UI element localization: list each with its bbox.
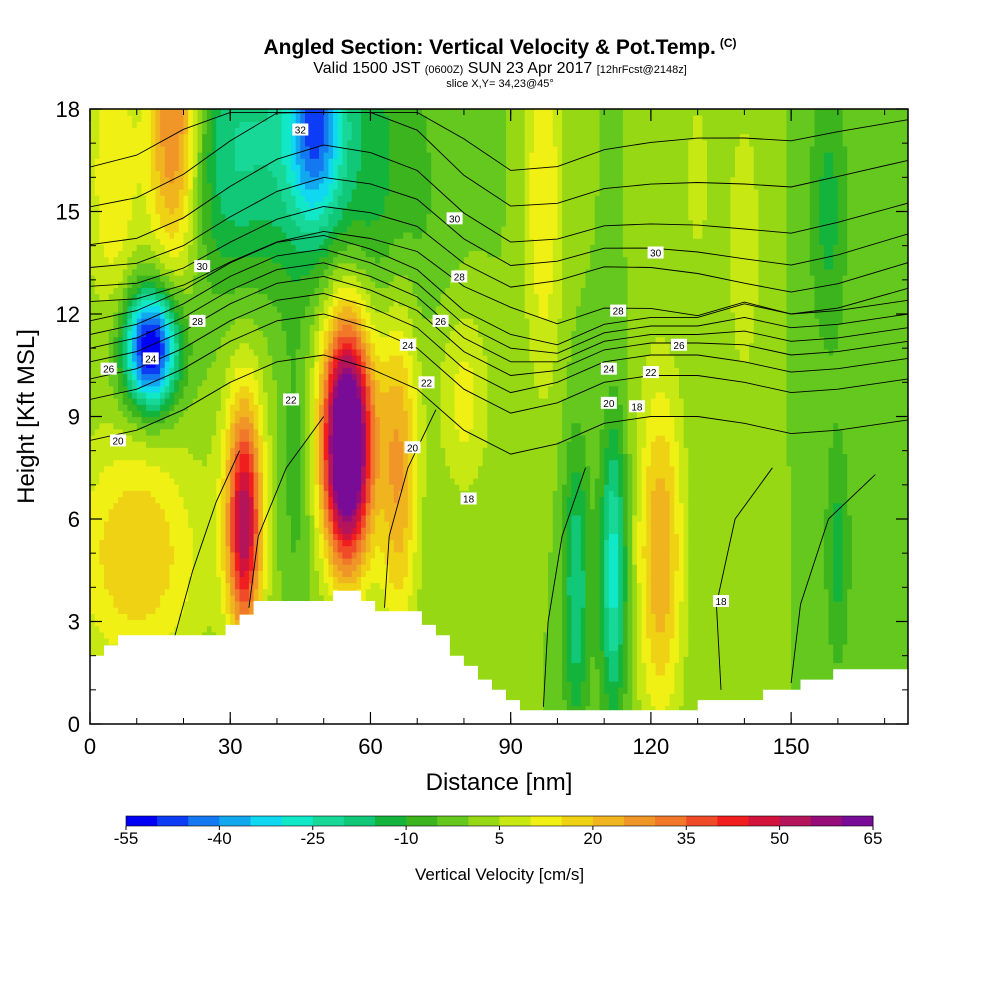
contour-label-text: 18 — [631, 402, 643, 413]
colorbar-swatch — [406, 816, 438, 826]
contour-label: 20 — [601, 397, 617, 410]
colorbar-swatch — [780, 816, 812, 826]
colorbar-label: -10 — [394, 829, 419, 848]
colorbar-swatch — [251, 816, 283, 826]
contour-label: 28 — [610, 305, 626, 318]
contour-label-text: 28 — [454, 272, 466, 283]
colorbar-label: -25 — [300, 829, 325, 848]
contour-label: 18 — [713, 595, 729, 608]
contour-label-text: 20 — [407, 443, 419, 454]
colorbar-label: -40 — [207, 829, 232, 848]
y-tick-label: 12 — [56, 302, 80, 327]
colorbar-swatch — [811, 816, 843, 826]
y-tick-label: 0 — [68, 712, 80, 737]
colorbar-swatch — [562, 816, 594, 826]
contour-label-text: 20 — [603, 399, 615, 410]
contour-label: 32 — [292, 124, 308, 137]
y-axis-title: Height [Kft MSL] — [13, 329, 40, 504]
contour-label-text: 24 — [402, 341, 414, 352]
contour-label: 26 — [671, 339, 687, 352]
y-tick-label: 18 — [56, 97, 80, 122]
contour-label-text: 30 — [650, 249, 662, 260]
y-tick-label: 9 — [68, 405, 80, 430]
contour-label: 22 — [643, 366, 659, 379]
x-tick-label: 150 — [773, 734, 810, 759]
x-tick-label: 60 — [358, 734, 382, 759]
y-tick-label: 3 — [68, 610, 80, 635]
contour-label-text: 26 — [435, 317, 447, 328]
colorbar-swatch — [717, 816, 749, 826]
contour-label-text: 22 — [285, 395, 297, 406]
contour-label-text: 20 — [112, 436, 124, 447]
colorbar-label: 35 — [677, 829, 696, 848]
contour-label: 24 — [143, 352, 159, 365]
contour-label: 28 — [190, 315, 206, 328]
colorbar-swatch — [468, 816, 500, 826]
contour-label-text: 24 — [145, 354, 157, 365]
velocity-field — [90, 103, 909, 725]
y-tick-label: 15 — [56, 200, 80, 225]
contour-label-text: 22 — [645, 368, 657, 379]
contour-label: 24 — [400, 339, 416, 352]
colorbar-swatch — [437, 816, 469, 826]
contour-label: 28 — [451, 270, 467, 283]
contour-label: 30 — [447, 212, 463, 225]
x-tick-label: 30 — [218, 734, 242, 759]
contour-label-text: 26 — [103, 365, 115, 376]
colorbar-swatch — [313, 816, 345, 826]
colorbar-swatch — [531, 816, 563, 826]
colorbar-swatch — [593, 816, 625, 826]
contour-label-text: 18 — [715, 597, 727, 608]
contour-label: 24 — [601, 363, 617, 376]
colorbar-label: -55 — [114, 829, 139, 848]
contour-label: 22 — [419, 376, 435, 389]
contour-label-text: 32 — [295, 126, 307, 137]
colorbar-swatch — [375, 816, 407, 826]
contour-label-text: 24 — [603, 365, 615, 376]
contour-label-text: 30 — [197, 262, 209, 273]
colorbar-swatch — [749, 816, 781, 826]
contour-label-text: 18 — [463, 495, 475, 506]
cross-section-plot: 32303030282828 262626242424222222 20202018… — [0, 0, 1000, 1000]
contour-label-text: 26 — [673, 341, 685, 352]
colorbar-swatch — [188, 816, 220, 826]
x-tick-label: 0 — [84, 734, 96, 759]
colorbar-swatch — [500, 816, 532, 826]
x-tick-label: 90 — [498, 734, 522, 759]
colorbar-label: 65 — [864, 829, 883, 848]
colorbar-swatch — [655, 816, 687, 826]
colorbar-label: 50 — [770, 829, 789, 848]
contour-label: 30 — [194, 260, 210, 273]
contour-label: 18 — [629, 400, 645, 413]
contour-label: 20 — [405, 441, 421, 454]
y-tick-label: 6 — [68, 507, 80, 532]
colorbar-swatch — [157, 816, 189, 826]
colorbar-label: 5 — [495, 829, 504, 848]
x-tick-label: 120 — [633, 734, 670, 759]
contour-label-text: 22 — [421, 378, 433, 389]
contour-label-text: 28 — [613, 307, 625, 318]
colorbar-swatch — [126, 816, 158, 826]
colorbar-swatch — [282, 816, 314, 826]
colorbar-swatch — [344, 816, 376, 826]
contour-label: 26 — [101, 363, 117, 376]
contour-label: 18 — [461, 493, 477, 506]
colorbar-swatch — [686, 816, 718, 826]
colorbar-swatch — [842, 816, 874, 826]
colorbar-swatch — [624, 816, 656, 826]
contour-label-text: 30 — [449, 214, 461, 225]
x-axis-title: Distance [nm] — [426, 769, 573, 796]
contour-label: 30 — [648, 247, 664, 260]
colorbar-title: Vertical Velocity [cm/s] — [415, 865, 584, 884]
contour-label-text: 28 — [192, 317, 204, 328]
contour-label: 22 — [283, 393, 299, 406]
contour-label: 20 — [110, 434, 126, 447]
contour-label: 26 — [433, 315, 449, 328]
colorbar-label: 20 — [583, 829, 602, 848]
colorbar-swatch — [219, 816, 251, 826]
colorbar: -55 -40 -25 -10 5 20 35 50 65 Vertical Velocity [… — [114, 816, 883, 884]
